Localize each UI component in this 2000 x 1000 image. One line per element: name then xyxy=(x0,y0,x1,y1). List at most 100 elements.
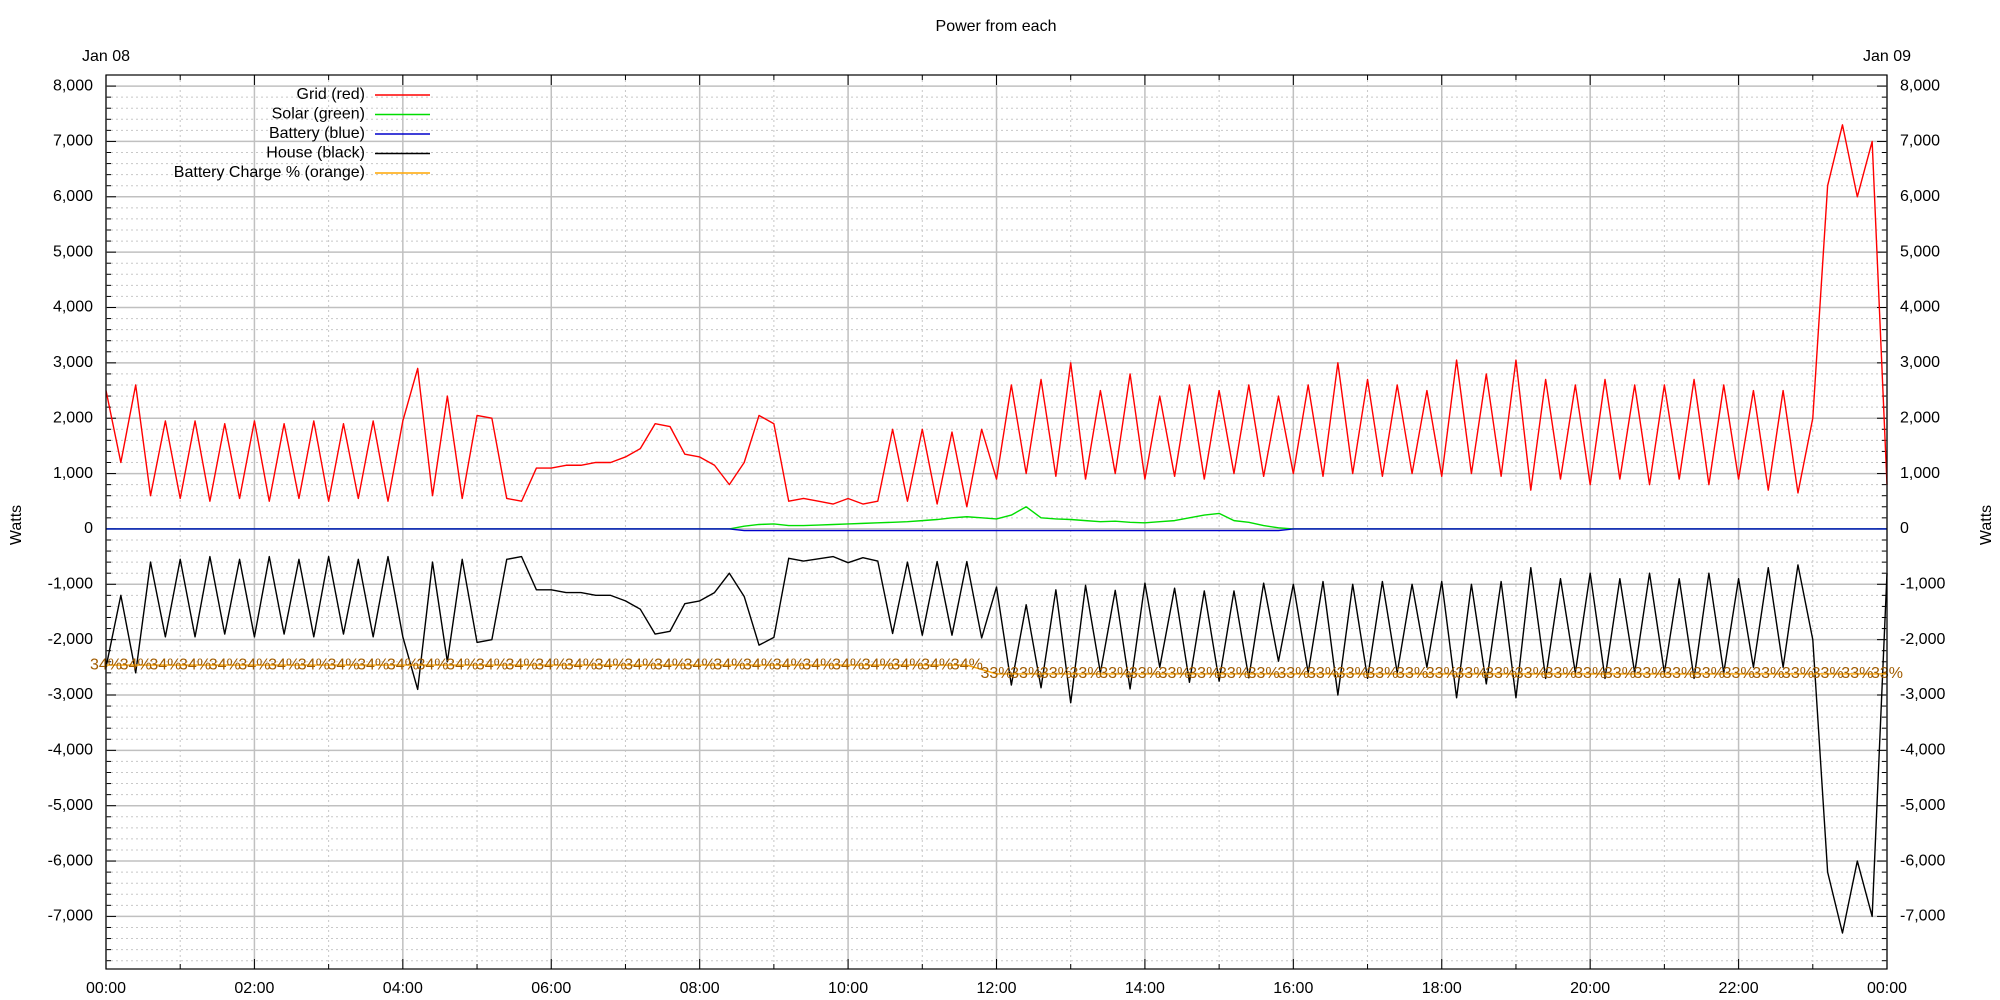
value-label: 34% xyxy=(773,656,805,673)
series-line xyxy=(106,528,1887,532)
y-tick-label-right: 4,000 xyxy=(1900,299,1940,316)
series-line xyxy=(105,555,1888,934)
y-tick-label: -1,000 xyxy=(48,575,93,592)
value-label: 34% xyxy=(654,656,686,673)
value-label: 34% xyxy=(832,656,864,673)
x-tick-label: 20:00 xyxy=(1570,980,1610,997)
y-tick-label: -6,000 xyxy=(48,852,93,869)
date-label: Jan 08 xyxy=(82,48,130,65)
value-label: 34% xyxy=(862,656,894,673)
x-tick-label: 00:00 xyxy=(1867,980,1907,997)
x-tick-label: 16:00 xyxy=(1273,980,1313,997)
y-tick-label-right: 3,000 xyxy=(1900,354,1940,371)
y-tick-label-right: 2,000 xyxy=(1900,409,1940,426)
value-label: 34% xyxy=(713,656,745,673)
x-tick-label: 22:00 xyxy=(1719,980,1759,997)
value-label: 33% xyxy=(1604,665,1636,682)
legend-label: Solar (green) xyxy=(272,106,365,123)
value-label: 33% xyxy=(1723,665,1755,682)
value-label: 34% xyxy=(624,656,656,673)
value-label: 34% xyxy=(565,656,597,673)
y-tick-label-right: -1,000 xyxy=(1900,575,1945,592)
value-label: 33% xyxy=(1426,665,1458,682)
y-tick-label-right: -6,000 xyxy=(1900,852,1945,869)
x-tick-label: 02:00 xyxy=(234,980,274,997)
y-tick-label-right: -3,000 xyxy=(1900,686,1945,703)
value-label: 33% xyxy=(1544,665,1576,682)
y-tick-label-right: 8,000 xyxy=(1900,77,1940,94)
value-label: 34% xyxy=(951,656,983,673)
value-label: 33% xyxy=(1396,665,1428,682)
value-label: 34% xyxy=(802,656,834,673)
value-label: 33% xyxy=(1277,665,1309,682)
value-label: 34% xyxy=(506,656,538,673)
value-label: 34% xyxy=(357,656,389,673)
value-label: 33% xyxy=(1248,665,1280,682)
y-tick-label-right: -5,000 xyxy=(1900,797,1945,814)
value-label: 33% xyxy=(980,665,1012,682)
y-tick-label: -4,000 xyxy=(48,742,93,759)
y-tick-label: 0 xyxy=(84,520,93,537)
value-label: 33% xyxy=(1040,665,1072,682)
y-tick-label-right: 1,000 xyxy=(1900,465,1940,482)
x-tick-label: 14:00 xyxy=(1125,980,1165,997)
value-label: 34% xyxy=(684,656,716,673)
value-label: 34% xyxy=(238,656,270,673)
date-label: Jan 09 xyxy=(1863,48,1911,65)
value-label: 33% xyxy=(1752,665,1784,682)
value-label: 34% xyxy=(595,656,627,673)
value-label: 34% xyxy=(417,656,449,673)
y-tick-label: -5,000 xyxy=(48,797,93,814)
legend-label: Battery Charge % (orange) xyxy=(174,164,365,181)
y-tick-label-right: -7,000 xyxy=(1900,908,1945,925)
x-tick-label: 10:00 xyxy=(828,980,868,997)
value-label: 33% xyxy=(1070,665,1102,682)
y-tick-label: 8,000 xyxy=(53,77,93,94)
value-label: 34% xyxy=(891,656,923,673)
x-tick-label: 00:00 xyxy=(86,980,126,997)
y-tick-label: 1,000 xyxy=(53,465,93,482)
series-line xyxy=(106,664,1887,675)
value-label: 34% xyxy=(476,656,508,673)
y-tick-label-right: -2,000 xyxy=(1900,631,1945,648)
y-tick-label: -7,000 xyxy=(48,908,93,925)
value-label: 33% xyxy=(1010,665,1042,682)
y-tick-label-right: -4,000 xyxy=(1900,742,1945,759)
value-label: 33% xyxy=(1663,665,1695,682)
value-label: 33% xyxy=(1455,665,1487,682)
y-tick-label: 2,000 xyxy=(53,409,93,426)
value-label: 33% xyxy=(1574,665,1606,682)
value-label: 33% xyxy=(1218,665,1250,682)
y-tick-label-right: 7,000 xyxy=(1900,133,1940,150)
y-tick-label: 6,000 xyxy=(53,188,93,205)
y-tick-label: -2,000 xyxy=(48,631,93,648)
value-label: 34% xyxy=(921,656,953,673)
value-label: 34% xyxy=(446,656,478,673)
value-label: 33% xyxy=(1159,665,1191,682)
y-tick-label: 4,000 xyxy=(53,299,93,316)
x-tick-label: 12:00 xyxy=(976,980,1016,997)
chart-title: Power from each xyxy=(936,18,1057,35)
value-label: 34% xyxy=(120,656,152,673)
value-label: 33% xyxy=(1812,665,1844,682)
y-tick-label: 3,000 xyxy=(53,354,93,371)
value-label: 34% xyxy=(209,656,241,673)
y-tick-label-right: 0 xyxy=(1900,520,1909,537)
x-tick-label: 18:00 xyxy=(1422,980,1462,997)
value-label: 33% xyxy=(1782,665,1814,682)
series-line xyxy=(105,124,1888,508)
value-label: 33% xyxy=(1188,665,1220,682)
value-label: 33% xyxy=(1307,665,1339,682)
value-label: 34% xyxy=(535,656,567,673)
value-label: 33% xyxy=(1693,665,1725,682)
x-tick-label: 08:00 xyxy=(680,980,720,997)
value-label: 34% xyxy=(327,656,359,673)
legend-label: House (black) xyxy=(266,145,365,162)
value-label: 33% xyxy=(1841,665,1873,682)
y-axis-label-right: Watts xyxy=(1978,505,1995,545)
x-tick-label: 04:00 xyxy=(383,980,423,997)
y-tick-label-right: 6,000 xyxy=(1900,188,1940,205)
legend-label: Battery (blue) xyxy=(269,125,365,142)
